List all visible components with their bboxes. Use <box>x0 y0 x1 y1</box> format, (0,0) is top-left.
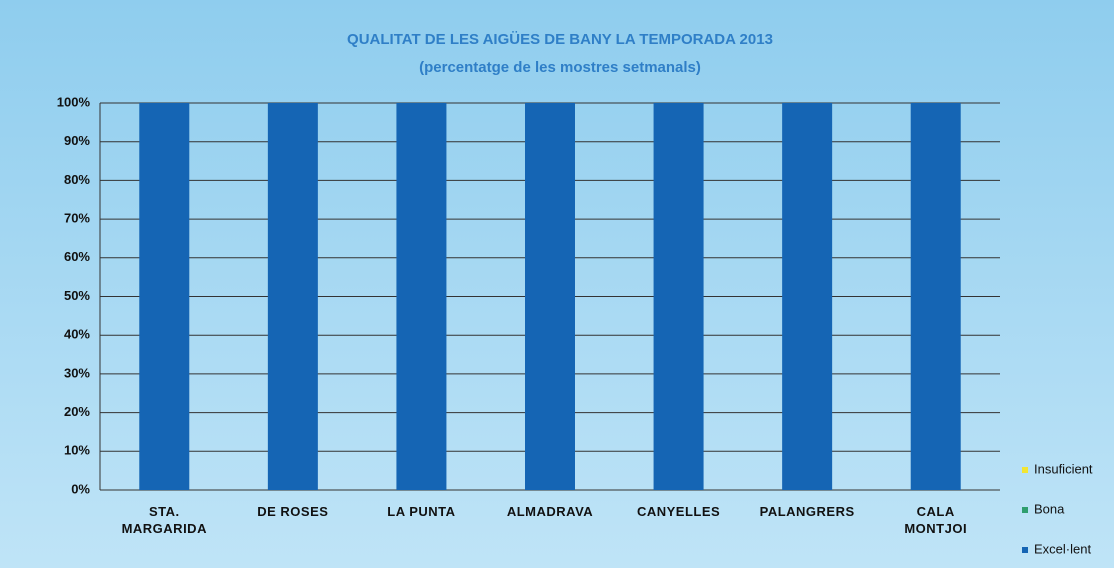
y-tick-label: 80% <box>64 172 90 187</box>
y-tick-label: 40% <box>64 327 90 342</box>
bar-segment <box>267 103 318 490</box>
x-tick-label: ALMADRAVA <box>506 504 594 519</box>
x-tick-label: CALA MONTJOI <box>904 504 968 536</box>
bar-segment <box>139 103 190 490</box>
y-tick-label: 30% <box>64 365 90 380</box>
bar-segment <box>910 103 961 490</box>
x-tick-label: CANYELLES <box>636 504 721 519</box>
y-tick-label: 70% <box>64 211 90 226</box>
chart-subtitle: (percentatge de les mostres setmanals) <box>419 59 701 76</box>
bar-segment <box>653 103 704 490</box>
legend-label: Excel·lent <box>1034 541 1091 556</box>
y-tick-label: 20% <box>64 404 90 419</box>
y-tick-label: 100% <box>57 94 91 109</box>
legend-label: Bona <box>1034 501 1065 516</box>
y-tick-label: 90% <box>64 133 90 148</box>
x-tick-label: PALANGRERS <box>759 504 855 519</box>
legend-swatch <box>1022 467 1028 473</box>
y-tick-label: 60% <box>64 249 90 264</box>
y-tick-label: 50% <box>64 288 90 303</box>
legend-swatch <box>1022 547 1028 553</box>
chart-title: QUALITAT DE LES AIGÜES DE BANY LA TEMPOR… <box>347 31 773 48</box>
bar-segment <box>525 103 575 490</box>
y-tick-label: 0% <box>71 481 90 496</box>
y-tick-label: 10% <box>64 443 90 458</box>
legend-label: Insuficient <box>1034 461 1093 476</box>
x-tick-label: STA. MARGARIDA <box>121 504 207 536</box>
bar-segment <box>396 103 447 490</box>
x-tick-label: DE ROSES <box>257 504 329 519</box>
x-tick-label: LA PUNTA <box>387 504 456 519</box>
legend-swatch <box>1022 507 1028 513</box>
bar-segment <box>782 103 833 490</box>
